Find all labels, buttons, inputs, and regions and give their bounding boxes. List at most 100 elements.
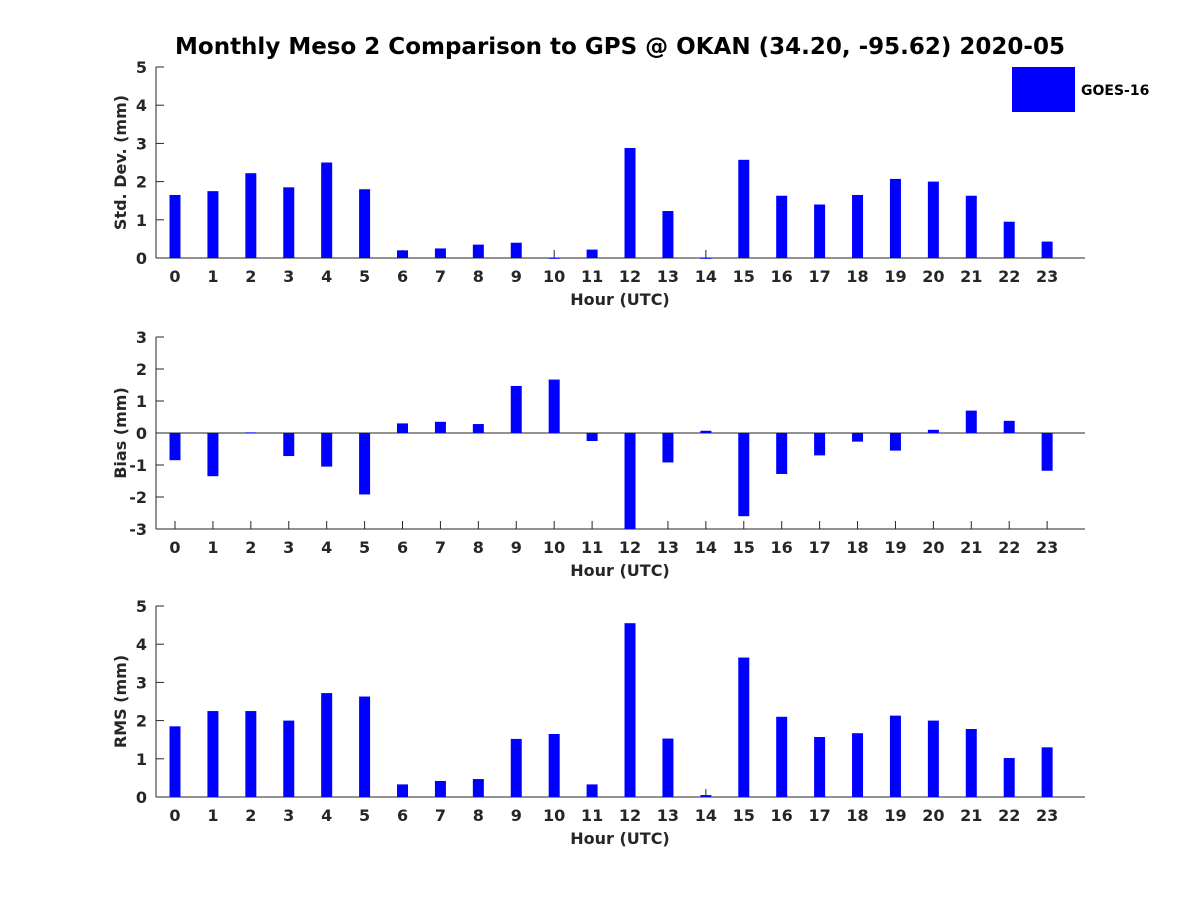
legend: GOES-16 bbox=[1012, 67, 1149, 112]
bar-hour-6 bbox=[397, 784, 409, 797]
x-tick-label: 14 bbox=[695, 806, 717, 825]
bar-hour-3 bbox=[283, 187, 295, 258]
x-tick-label: 18 bbox=[846, 538, 868, 557]
x-tick-label: 11 bbox=[581, 538, 603, 557]
x-tick-label: 3 bbox=[283, 538, 294, 557]
bar-hour-7 bbox=[434, 421, 446, 433]
x-tick-label: 20 bbox=[922, 538, 944, 557]
bar-hour-11 bbox=[586, 249, 598, 258]
bar-hour-20 bbox=[927, 181, 939, 258]
bar-hour-1 bbox=[207, 191, 219, 258]
x-tick-label: 14 bbox=[695, 538, 717, 557]
x-tick-label: 4 bbox=[321, 267, 332, 286]
x-tick-label: 3 bbox=[283, 267, 294, 286]
bar-hour-19 bbox=[889, 433, 901, 451]
bar-hour-19 bbox=[889, 715, 901, 797]
y-tick-label: -3 bbox=[129, 520, 147, 539]
bar-hour-12 bbox=[624, 147, 636, 258]
x-tick-label: 15 bbox=[733, 538, 755, 557]
y-tick-label: 3 bbox=[136, 134, 147, 153]
x-tick-label: 23 bbox=[1036, 538, 1058, 557]
bar-hour-21 bbox=[965, 410, 977, 433]
x-tick-label: 19 bbox=[884, 267, 906, 286]
x-tick-label: 4 bbox=[321, 806, 332, 825]
x-tick-label: 13 bbox=[657, 538, 679, 557]
y-tick-label: 4 bbox=[136, 635, 147, 654]
x-tick-label: 6 bbox=[397, 267, 408, 286]
bar-hour-0 bbox=[169, 194, 181, 258]
y-axis-label: Bias (mm) bbox=[111, 387, 130, 479]
bar-hour-9 bbox=[510, 738, 522, 797]
bar-hour-12 bbox=[624, 433, 636, 529]
bar-hour-22 bbox=[1003, 221, 1015, 258]
bar-hour-6 bbox=[397, 250, 409, 258]
bar-hour-6 bbox=[397, 423, 409, 433]
x-tick-label: 20 bbox=[922, 806, 944, 825]
x-axis-label: Hour (UTC) bbox=[570, 561, 670, 580]
bar-hour-4 bbox=[321, 693, 333, 797]
y-tick-label: 1 bbox=[136, 750, 147, 769]
bar-hour-12 bbox=[624, 623, 636, 797]
x-tick-label: 12 bbox=[619, 538, 641, 557]
bar-hour-23 bbox=[1041, 241, 1053, 258]
x-tick-label: 22 bbox=[998, 806, 1020, 825]
x-tick-label: 16 bbox=[771, 806, 793, 825]
bar-hour-15 bbox=[738, 657, 750, 797]
bar-hour-7 bbox=[434, 248, 446, 258]
y-tick-label: -1 bbox=[129, 456, 147, 475]
bar-hour-16 bbox=[776, 195, 788, 258]
x-tick-label: 19 bbox=[884, 538, 906, 557]
x-tick-label: 11 bbox=[581, 267, 603, 286]
bar-hour-21 bbox=[965, 195, 977, 258]
x-tick-label: 7 bbox=[435, 806, 446, 825]
y-tick-label: 3 bbox=[136, 328, 147, 347]
legend-swatch bbox=[1012, 67, 1075, 112]
bar-hour-9 bbox=[510, 385, 522, 433]
x-tick-label: 2 bbox=[245, 806, 256, 825]
y-axis-label: RMS (mm) bbox=[111, 655, 130, 748]
bar-hour-3 bbox=[283, 720, 295, 797]
bar-hour-0 bbox=[169, 726, 181, 797]
x-tick-label: 22 bbox=[998, 538, 1020, 557]
x-tick-label: 8 bbox=[473, 267, 484, 286]
y-tick-label: 5 bbox=[136, 597, 147, 616]
x-tick-label: 15 bbox=[733, 267, 755, 286]
y-axis-label: Std. Dev. (mm) bbox=[111, 95, 130, 230]
x-tick-label: 1 bbox=[207, 806, 218, 825]
bar-hour-21 bbox=[965, 729, 977, 797]
x-tick-label: 3 bbox=[283, 806, 294, 825]
x-tick-label: 11 bbox=[581, 806, 603, 825]
x-tick-label: 6 bbox=[397, 806, 408, 825]
bar-hour-10 bbox=[548, 733, 560, 797]
x-tick-label: 10 bbox=[543, 267, 565, 286]
x-tick-label: 2 bbox=[245, 267, 256, 286]
x-tick-label: 5 bbox=[359, 267, 370, 286]
bar-hour-23 bbox=[1041, 747, 1053, 797]
x-tick-label: 0 bbox=[169, 267, 180, 286]
x-tick-label: 1 bbox=[207, 267, 218, 286]
y-tick-label: 0 bbox=[136, 424, 147, 443]
bar-hour-14 bbox=[700, 795, 712, 797]
bar-hour-20 bbox=[927, 720, 939, 797]
bar-hour-17 bbox=[814, 433, 826, 456]
bar-hour-15 bbox=[738, 159, 750, 258]
bar-hour-17 bbox=[814, 204, 826, 258]
x-tick-label: 1 bbox=[207, 538, 218, 557]
x-tick-label: 23 bbox=[1036, 806, 1058, 825]
bar-hour-13 bbox=[662, 738, 674, 797]
bar-hour-3 bbox=[283, 433, 295, 457]
x-tick-label: 9 bbox=[511, 806, 522, 825]
bar-hour-13 bbox=[662, 433, 674, 463]
chart-title: Monthly Meso 2 Comparison to GPS @ OKAN … bbox=[175, 34, 1065, 60]
y-tick-label: 5 bbox=[136, 58, 147, 77]
x-axis-label: Hour (UTC) bbox=[570, 290, 670, 309]
bar-hour-4 bbox=[321, 162, 333, 258]
x-tick-label: 17 bbox=[808, 538, 830, 557]
bar-hour-17 bbox=[814, 737, 826, 797]
bar-hour-10 bbox=[548, 379, 560, 433]
x-tick-label: 10 bbox=[543, 538, 565, 557]
bar-hour-5 bbox=[359, 433, 371, 495]
bar-hour-10 bbox=[548, 258, 560, 259]
